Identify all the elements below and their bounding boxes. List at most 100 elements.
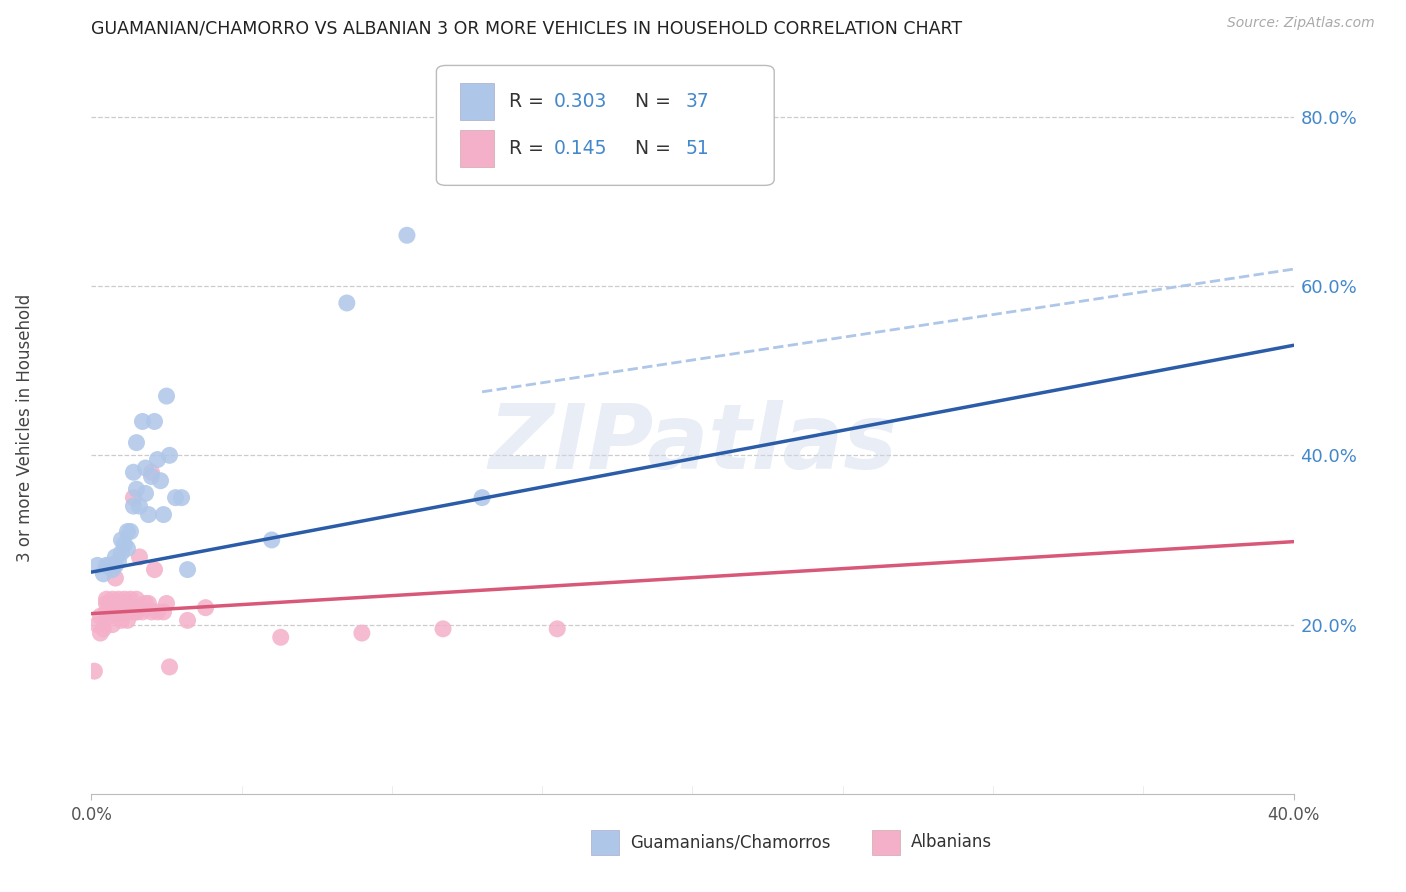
Point	[336, 296, 359, 310]
Point	[101, 563, 124, 577]
Point	[143, 563, 166, 577]
Point	[101, 592, 124, 607]
Point	[114, 592, 136, 607]
Point	[270, 630, 292, 644]
Text: R =: R =	[509, 139, 550, 159]
Point	[134, 597, 156, 611]
Point	[159, 448, 181, 462]
Point	[149, 474, 172, 488]
Point	[155, 597, 177, 611]
Point	[107, 605, 129, 619]
Point	[471, 491, 494, 505]
Point	[128, 549, 150, 564]
Point	[98, 597, 121, 611]
Point	[131, 414, 153, 428]
Text: Albanians: Albanians	[911, 833, 993, 851]
Point	[117, 597, 139, 611]
Point	[194, 600, 217, 615]
Point	[101, 605, 124, 619]
Point	[86, 558, 108, 573]
Point	[120, 600, 142, 615]
Point	[141, 469, 163, 483]
Point	[96, 605, 118, 619]
Point	[107, 554, 129, 568]
Point	[93, 622, 115, 636]
Point	[110, 597, 132, 611]
Point	[131, 605, 153, 619]
Point	[155, 389, 177, 403]
Point	[146, 605, 169, 619]
Point	[120, 524, 142, 539]
Point	[159, 660, 181, 674]
Point	[165, 491, 187, 505]
Point	[141, 465, 163, 479]
Point	[125, 605, 148, 619]
Point	[122, 465, 145, 479]
Point	[86, 617, 108, 632]
Text: 51: 51	[685, 139, 709, 159]
Text: N =: N =	[623, 92, 676, 111]
Point	[96, 592, 118, 607]
Point	[101, 617, 124, 632]
Point	[89, 626, 111, 640]
Point	[104, 605, 127, 619]
Point	[134, 461, 156, 475]
Point	[432, 622, 454, 636]
Point	[117, 541, 139, 556]
Point	[546, 622, 568, 636]
Point	[104, 571, 127, 585]
Point	[96, 558, 118, 573]
Point	[110, 605, 132, 619]
Point	[114, 605, 136, 619]
Point	[122, 491, 145, 505]
Point	[96, 597, 118, 611]
Point	[146, 452, 169, 467]
Point	[134, 486, 156, 500]
Point	[176, 613, 198, 627]
Point	[114, 537, 136, 551]
Text: Guamanians/Chamorros: Guamanians/Chamorros	[630, 833, 831, 851]
Point	[128, 499, 150, 513]
Point	[350, 626, 373, 640]
Text: GUAMANIAN/CHAMORRO VS ALBANIAN 3 OR MORE VEHICLES IN HOUSEHOLD CORRELATION CHART: GUAMANIAN/CHAMORRO VS ALBANIAN 3 OR MORE…	[91, 20, 963, 37]
Text: 37: 37	[685, 92, 709, 111]
Point	[122, 600, 145, 615]
Point	[122, 605, 145, 619]
Point	[176, 563, 198, 577]
Point	[98, 558, 121, 573]
Point	[104, 549, 127, 564]
Point	[125, 482, 148, 496]
Point	[152, 605, 174, 619]
Text: Source: ZipAtlas.com: Source: ZipAtlas.com	[1227, 16, 1375, 30]
Point	[117, 613, 139, 627]
Text: 0.145: 0.145	[554, 139, 607, 159]
Point	[138, 508, 160, 522]
Point	[104, 558, 127, 573]
Point	[120, 592, 142, 607]
Text: R =: R =	[509, 92, 550, 111]
Point	[83, 664, 105, 678]
Point	[93, 566, 115, 581]
Text: N =: N =	[623, 139, 676, 159]
Text: 3 or more Vehicles in Household: 3 or more Vehicles in Household	[17, 294, 34, 562]
Point	[152, 508, 174, 522]
Point	[260, 533, 283, 547]
Text: 0.303: 0.303	[554, 92, 607, 111]
FancyBboxPatch shape	[436, 65, 775, 186]
Point	[138, 597, 160, 611]
Point	[110, 533, 132, 547]
Point	[141, 605, 163, 619]
Point	[104, 597, 127, 611]
Point	[89, 609, 111, 624]
Point	[117, 524, 139, 539]
Point	[170, 491, 193, 505]
Point	[110, 546, 132, 560]
Text: ZIPatlas: ZIPatlas	[488, 400, 897, 488]
Point	[125, 592, 148, 607]
Point	[125, 435, 148, 450]
Point	[110, 600, 132, 615]
Point	[98, 609, 121, 624]
Point	[110, 613, 132, 627]
Point	[125, 605, 148, 619]
FancyBboxPatch shape	[460, 83, 494, 120]
